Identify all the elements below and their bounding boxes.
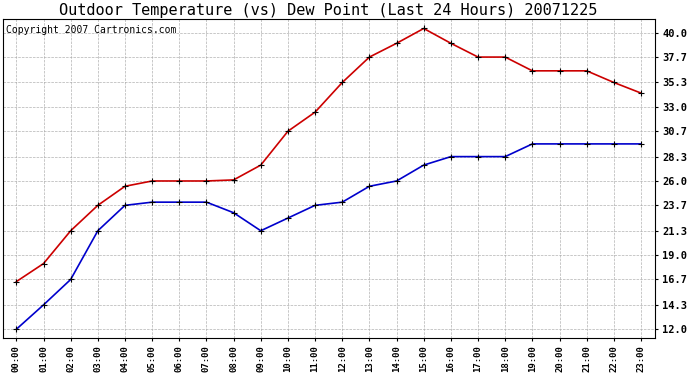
Text: Copyright 2007 Cartronics.com: Copyright 2007 Cartronics.com bbox=[6, 26, 177, 35]
Title: Outdoor Temperature (vs) Dew Point (Last 24 Hours) 20071225: Outdoor Temperature (vs) Dew Point (Last… bbox=[59, 3, 598, 18]
